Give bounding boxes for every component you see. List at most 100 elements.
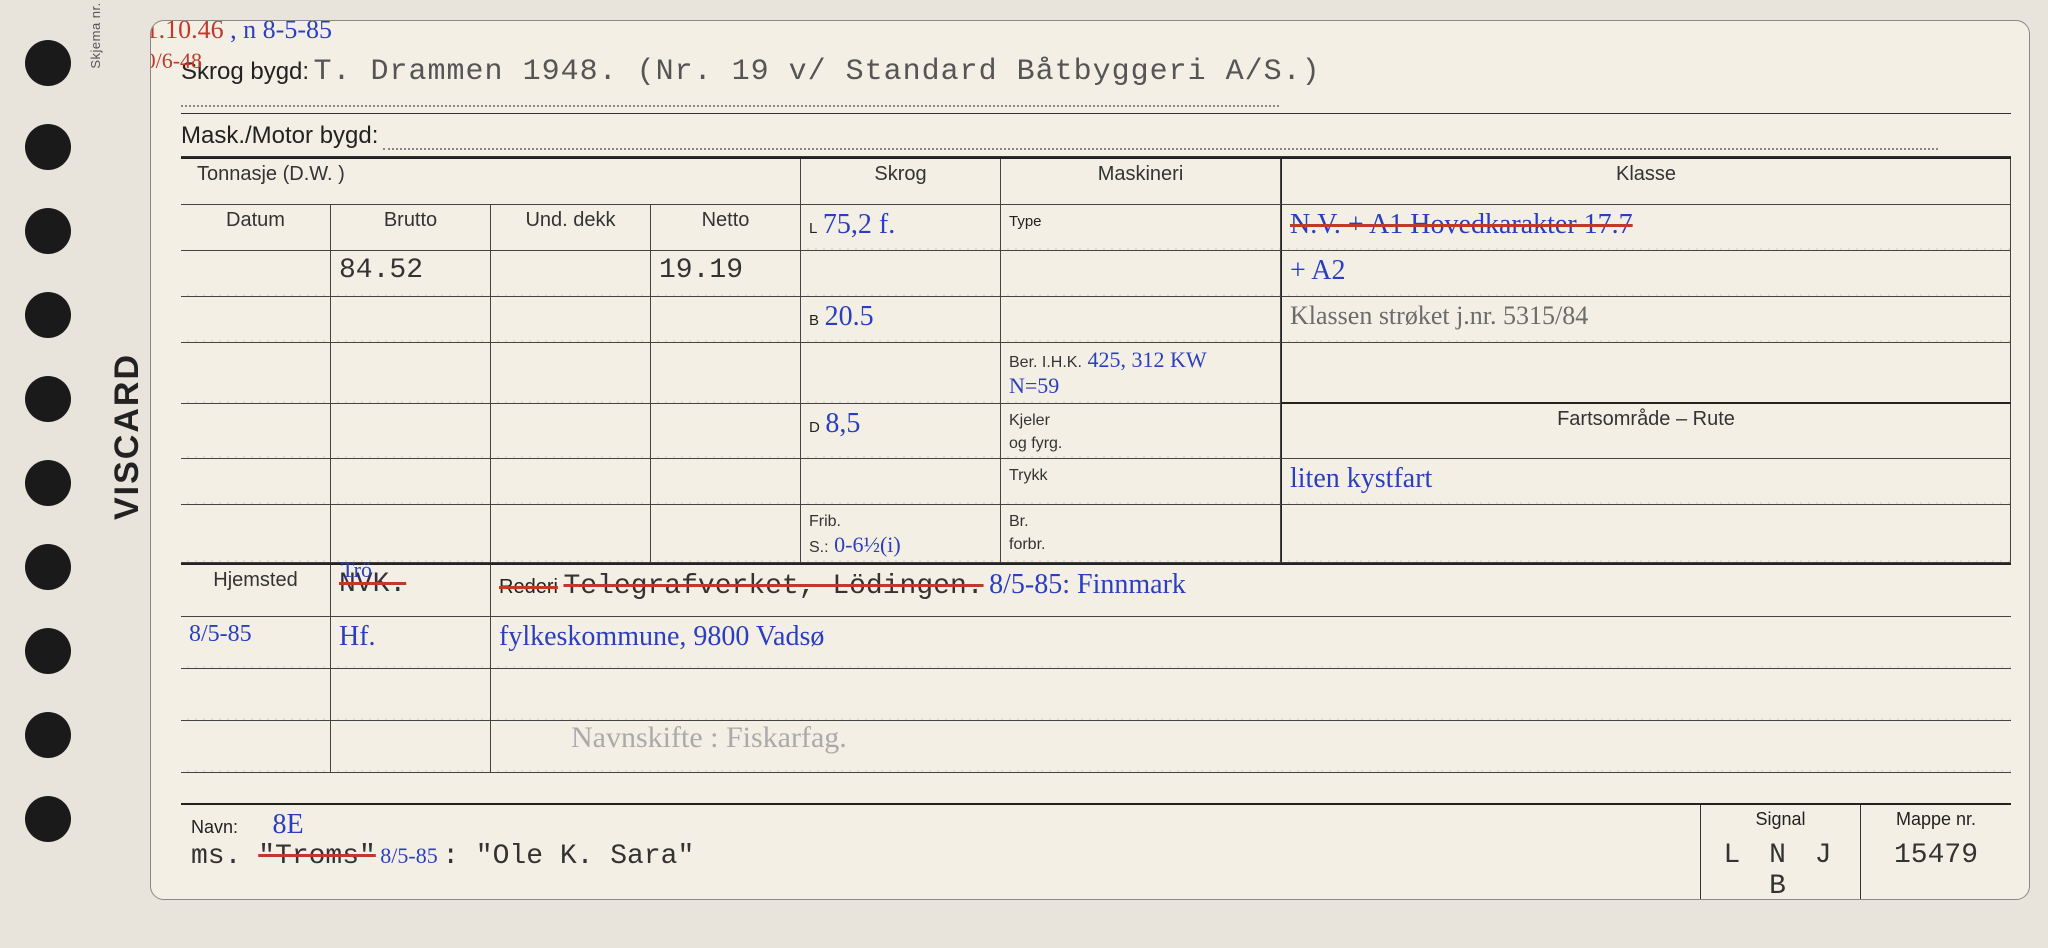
d4 bbox=[181, 404, 331, 459]
finnmark-hand: 8/5-85: Finnmark bbox=[989, 569, 1186, 600]
hand-red-2: m 30/6-48 bbox=[150, 48, 202, 73]
klasse-header: Klasse bbox=[1281, 159, 2011, 205]
skrog-frib: Frib. S.: 0-6½(i) bbox=[801, 505, 1001, 563]
mask-type: Type bbox=[1001, 205, 1281, 251]
b3 bbox=[331, 343, 491, 404]
d5 bbox=[181, 459, 331, 505]
form-side-text: Skjema nr. 53007 · A VISAG KONTORSYSTEME… bbox=[88, 0, 103, 69]
rr4b bbox=[331, 721, 491, 773]
hand-blue-1: , n 8-5-85 bbox=[230, 20, 332, 44]
und-1 bbox=[491, 251, 651, 297]
rr3c bbox=[491, 669, 2011, 721]
motor-bygd-row: Mask./Motor bygd: bbox=[181, 114, 2011, 157]
D-val: 8,5 bbox=[825, 408, 860, 439]
rederi-r1: Rederi Telegrafverket, Lödingen. 8/5-85:… bbox=[491, 565, 2011, 617]
rr3b bbox=[331, 669, 491, 721]
L-label: L bbox=[809, 220, 817, 237]
col-datum: Datum bbox=[181, 205, 331, 251]
ber-label: Ber. I.H.K. bbox=[1009, 354, 1082, 371]
B-val: 20.5 bbox=[825, 301, 874, 332]
farts-val: liten kystfart bbox=[1281, 459, 2011, 505]
brand-vertical: VISCARD bbox=[108, 353, 147, 520]
navn-date: 8/5-85 bbox=[380, 843, 437, 868]
farts-empty bbox=[1281, 505, 2011, 563]
rederi-label: Rederi bbox=[499, 576, 558, 598]
b4 bbox=[331, 404, 491, 459]
navn-troms: "Troms" bbox=[258, 841, 376, 872]
rr3a bbox=[181, 669, 331, 721]
d3 bbox=[181, 343, 331, 404]
trykk-label: Trykk bbox=[1009, 467, 1048, 484]
mask-ber: Ber. I.H.K. 425, 312 KW N=59 bbox=[1001, 343, 1281, 404]
skrog-empty1 bbox=[801, 251, 1001, 297]
skrog-B: B 20.5 bbox=[801, 297, 1001, 343]
rr4c: Navnskifte : Fiskarfag. bbox=[491, 721, 2011, 773]
navn-8e: 8E bbox=[272, 809, 303, 840]
rederi-section: Hjemsted Trö NVK. Rederi Telegrafverket,… bbox=[181, 563, 2011, 773]
n4 bbox=[651, 404, 801, 459]
maskineri-header: Maskineri bbox=[1001, 159, 1281, 205]
signal-label: Signal bbox=[1711, 809, 1850, 830]
klasse-line1: N.V. + A1 Hovedkarakter 17.7 bbox=[1281, 205, 2011, 251]
type-label: Type bbox=[1009, 213, 1042, 230]
B-label: B bbox=[809, 312, 819, 329]
navn-label: Navn: bbox=[191, 817, 238, 837]
col-und: Und. dekk bbox=[491, 205, 651, 251]
D-label: D bbox=[809, 419, 820, 436]
mask-trykk: Trykk bbox=[1001, 459, 1281, 505]
motor-bygd-label: Mask./Motor bygd: bbox=[181, 122, 378, 149]
br-label: Br. forbr. bbox=[1009, 513, 1045, 553]
hjemsted-label: Hjemsted bbox=[181, 565, 331, 617]
rederi-hf: Hf. bbox=[331, 617, 491, 669]
u5 bbox=[491, 459, 651, 505]
index-card: f. 21.10.46 , n 8-5-85 m 30/6-48 Skrog b… bbox=[150, 20, 2030, 900]
farts-header: Fartsområde – Rute bbox=[1281, 404, 2011, 459]
tro-hand: Trö bbox=[341, 557, 372, 583]
rederi-date: 8/5-85 bbox=[181, 617, 331, 669]
netto-1: 19.19 bbox=[651, 251, 801, 297]
mask-kjel: Kjeler og fyrg. bbox=[1001, 404, 1281, 459]
punch-holes bbox=[25, 40, 71, 842]
u6 bbox=[491, 505, 651, 563]
brutto-1: 84.52 bbox=[331, 251, 491, 297]
u3 bbox=[491, 343, 651, 404]
mask-br: Br. forbr. bbox=[1001, 505, 1281, 563]
klasse-line2: + A2 bbox=[1281, 251, 2011, 297]
rr4a bbox=[181, 721, 331, 773]
klasse-l1: N.V. + A1 Hovedkarakter 17.7 bbox=[1290, 209, 1633, 240]
main-grid: Tonnasje (D.W. ) Skrog Maskineri Klasse … bbox=[181, 157, 2011, 563]
rederi-c1: Trö NVK. bbox=[331, 565, 491, 617]
n6 bbox=[651, 505, 801, 563]
skrog-header: Skrog bbox=[801, 159, 1001, 205]
skrog-L: L 75,2 f. bbox=[801, 205, 1001, 251]
mask-empty2 bbox=[1001, 297, 1281, 343]
klasse-line3: Klassen strøket j.nr. 5315/84 bbox=[1281, 297, 2011, 343]
u4 bbox=[491, 404, 651, 459]
bottom-strip: Navn: 8E ms. "Troms" 8/5-85 : "Ole K. Sa… bbox=[181, 803, 2011, 893]
b5 bbox=[331, 459, 491, 505]
rederi-r2: fylkeskommune, 9800 Vadsø bbox=[491, 617, 2011, 669]
n2 bbox=[651, 297, 801, 343]
skrog-empty3 bbox=[801, 343, 1001, 404]
skrog-D: D 8,5 bbox=[801, 404, 1001, 459]
klasse-gap bbox=[1281, 343, 2011, 404]
mappe-box: Mappe nr. 15479 bbox=[1861, 805, 2011, 900]
datum-1 bbox=[181, 251, 331, 297]
telegraf-strike: Telegrafverket, Lödingen. bbox=[563, 571, 983, 602]
navn-ole: : "Ole K. Sara" bbox=[442, 841, 694, 872]
b6 bbox=[331, 505, 491, 563]
navn-ms: ms. bbox=[191, 841, 258, 872]
n5 bbox=[651, 459, 801, 505]
signal-val: L N J B bbox=[1711, 840, 1850, 900]
L-val: 75,2 f. bbox=[823, 209, 895, 240]
faint-text: Navnskifte : Fiskarfag. bbox=[571, 721, 847, 755]
skrog-empty5 bbox=[801, 459, 1001, 505]
mappe-val: 15479 bbox=[1871, 840, 2001, 871]
u2 bbox=[491, 297, 651, 343]
n3 bbox=[651, 343, 801, 404]
mappe-label: Mappe nr. bbox=[1871, 809, 2001, 830]
col-netto: Netto bbox=[651, 205, 801, 251]
signal-box: Signal L N J B bbox=[1701, 805, 1861, 900]
d2 bbox=[181, 297, 331, 343]
skrog-bygd-value: T. Drammen 1948. (Nr. 19 v/ Standard Båt… bbox=[314, 55, 1321, 89]
